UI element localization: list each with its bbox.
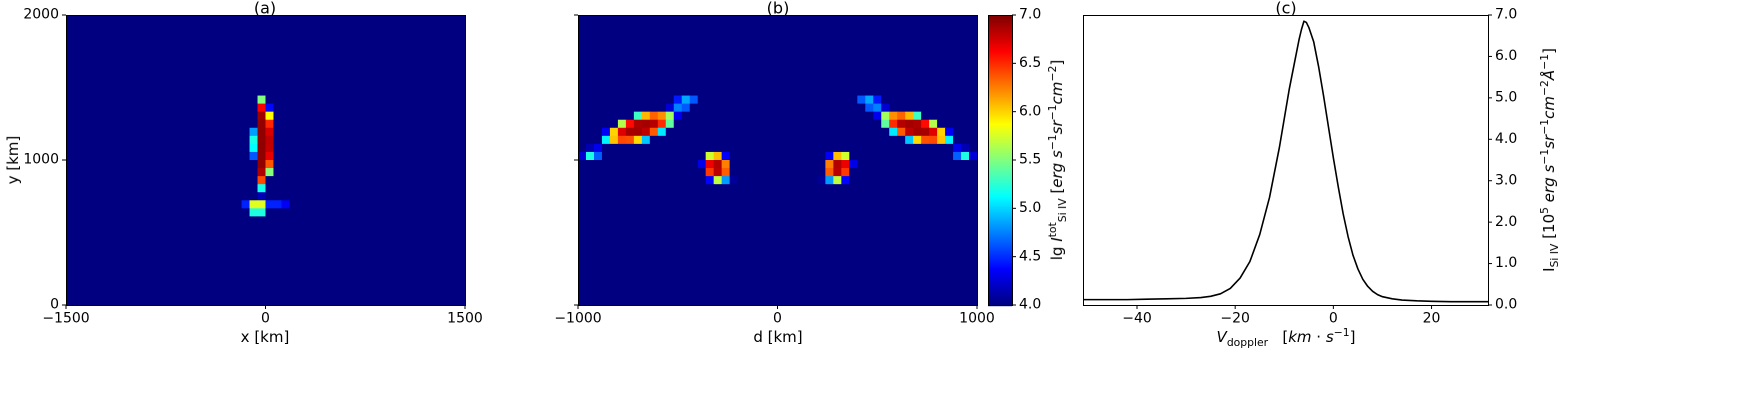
colorbar-label: lg ItotSi IV [erg s−1sr−1cm−2]	[1046, 59, 1069, 261]
panel-a-title: (a)	[253, 0, 277, 18]
panel-a-yaxis-label: y [km]	[4, 135, 22, 185]
panel-c-title: (c)	[1275, 0, 1297, 18]
panel-b-xaxis-label: d [km]	[753, 328, 803, 346]
panel-c-yaxis-label: ISi IV [105 erg s−1sr−1cm−2Å−1]	[1538, 48, 1561, 272]
panel-c-xaxis-label: Vdoppler [km · s−1]	[1216, 326, 1356, 349]
panel-a-xaxis-label: x [km]	[240, 328, 290, 346]
panel-b-title: (b)	[766, 0, 790, 18]
